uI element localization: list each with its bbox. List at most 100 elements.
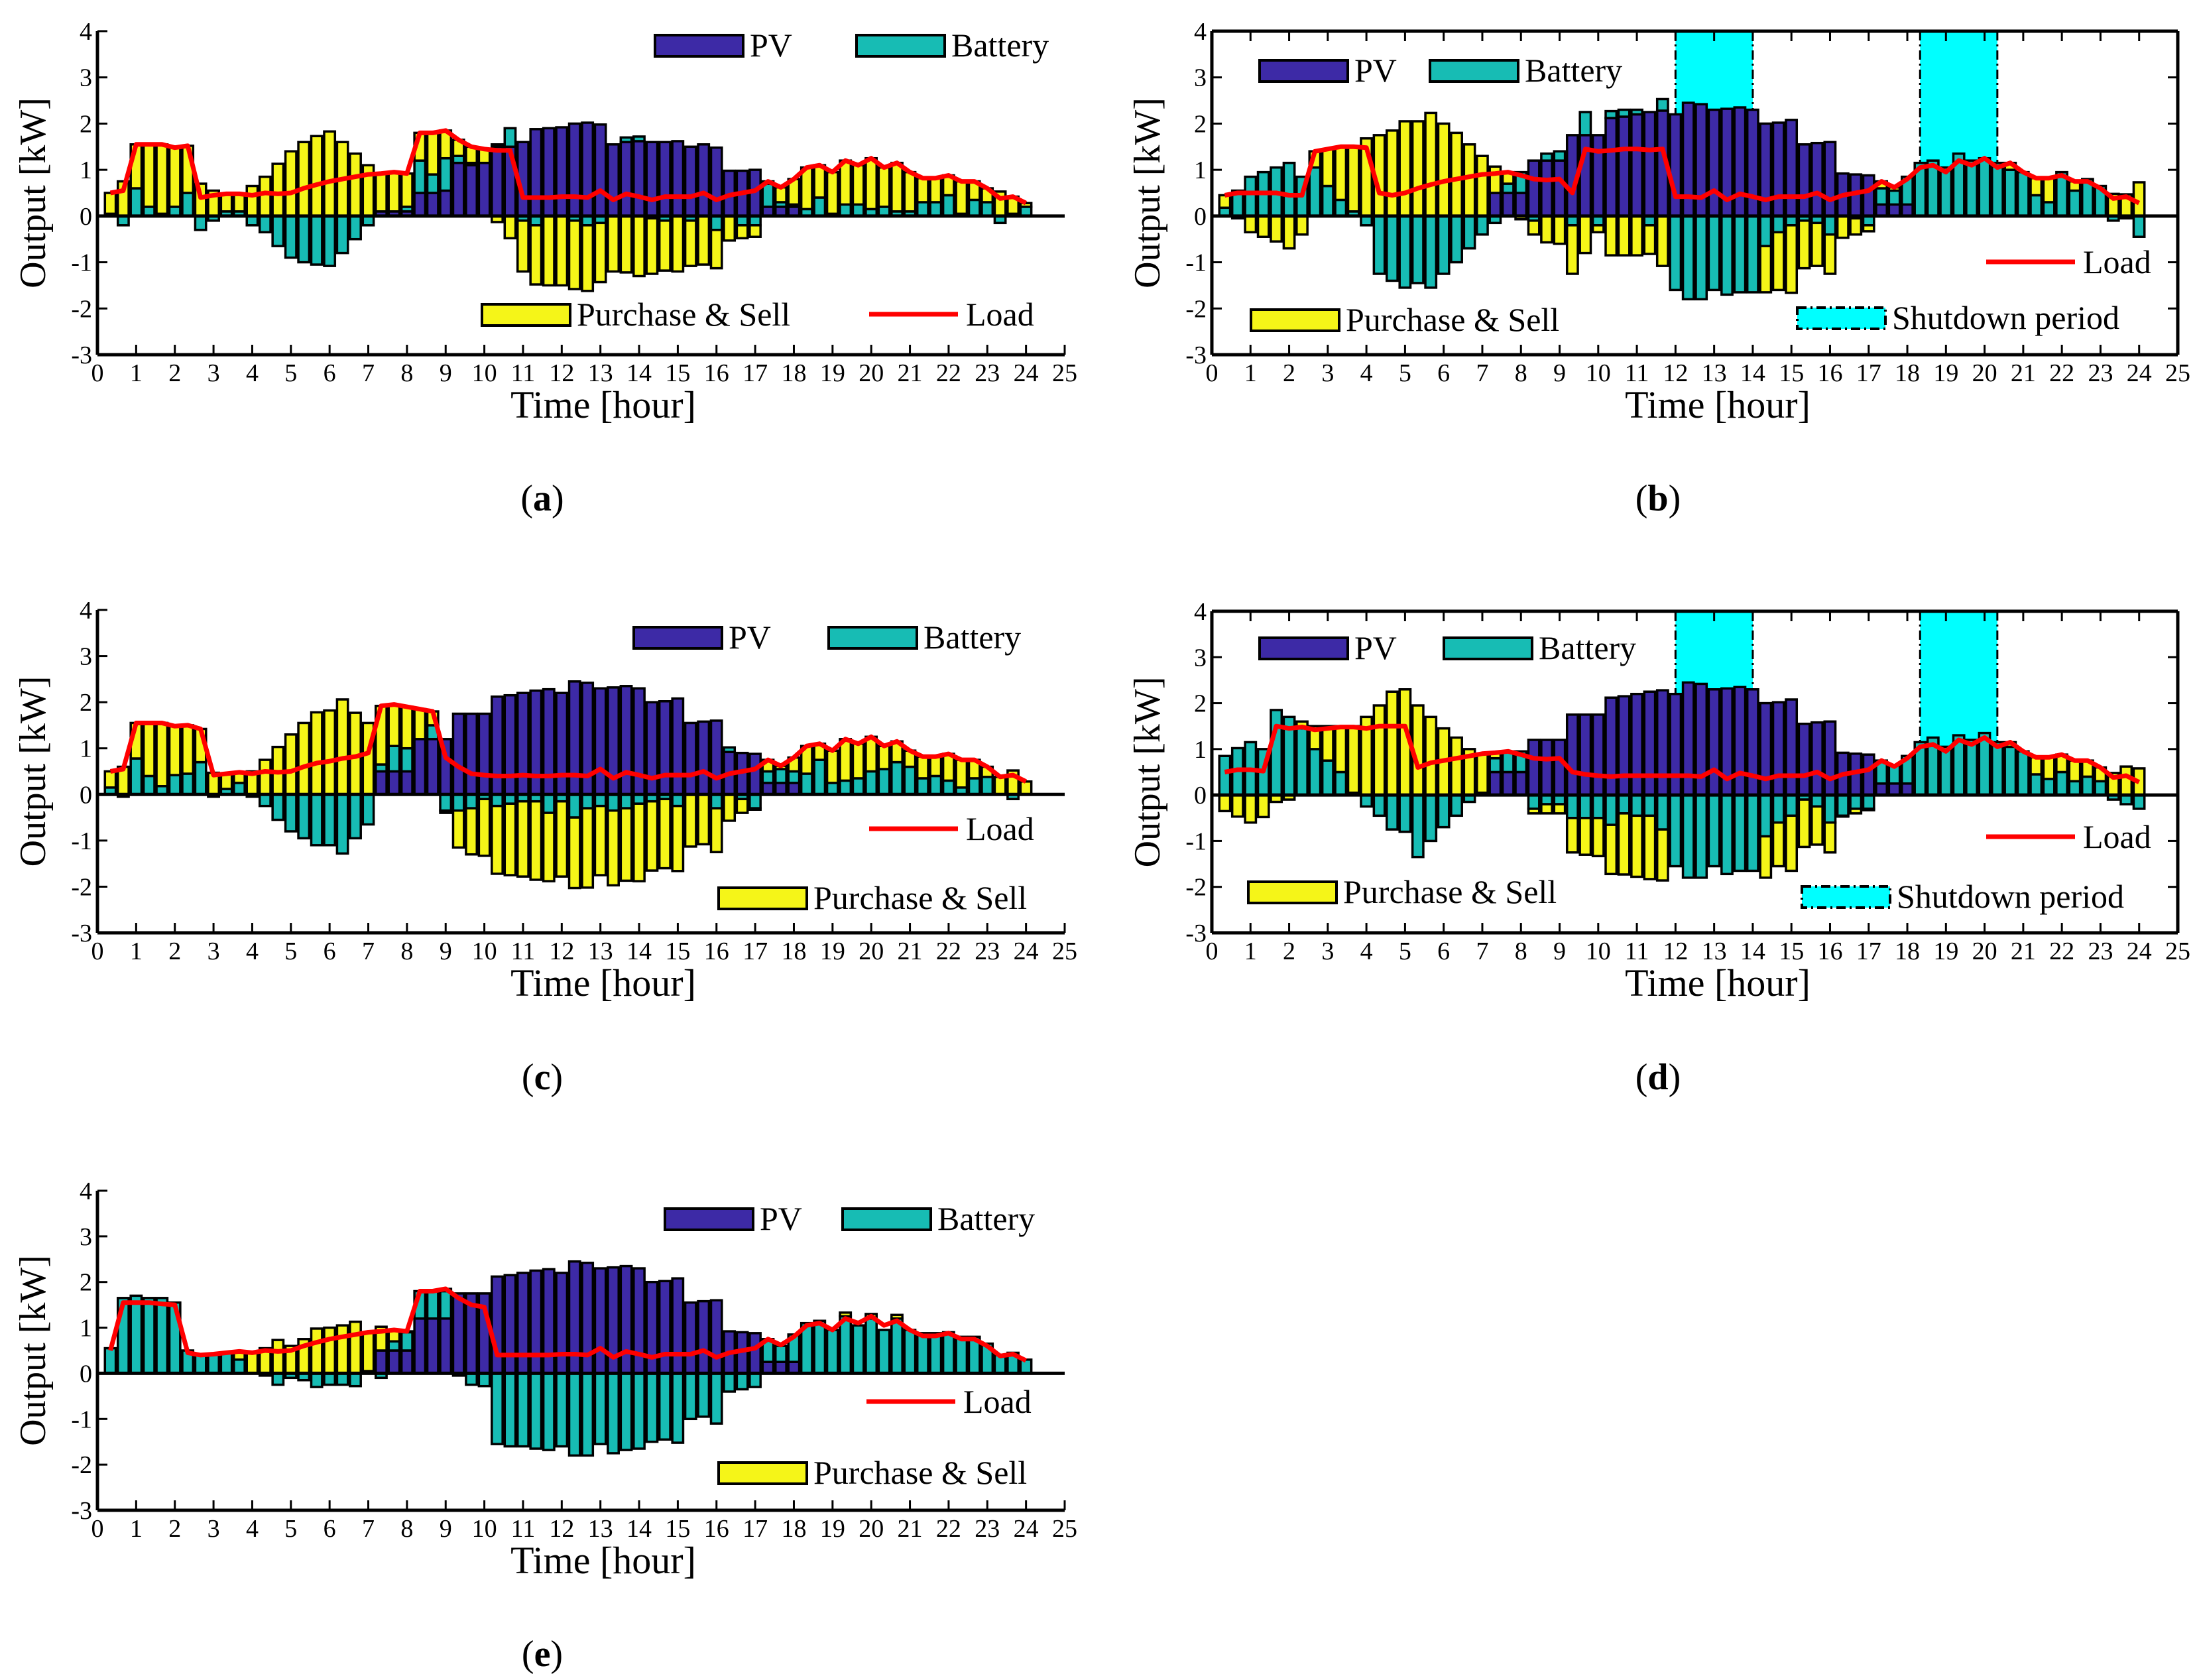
legend-item-pv: PV: [1258, 52, 1397, 89]
bar-battery: [335, 1372, 349, 1386]
bar-pv: [1617, 695, 1631, 796]
y-tick-label: 1: [1194, 736, 1207, 764]
bar-battery: [1527, 794, 1541, 810]
bar-grid: [1797, 798, 1811, 849]
bar-battery: [929, 201, 943, 217]
bar-grid: [103, 192, 117, 215]
y-tick-label: 0: [1194, 782, 1207, 810]
bar-grid: [671, 215, 685, 273]
bar-battery: [426, 173, 440, 194]
legend-item-battery: Battery: [855, 27, 1049, 64]
panel-caption: (b): [1635, 478, 1681, 519]
bar-pv: [426, 1317, 440, 1375]
bar-battery: [1604, 109, 1618, 119]
bar-battery: [2080, 775, 2094, 796]
bar-battery: [916, 201, 929, 217]
bar-pv: [387, 770, 401, 796]
legend-item-grid: Purchase & Sell: [481, 296, 790, 333]
bar-pv: [555, 126, 569, 217]
bar-battery: [439, 793, 453, 812]
bar-pv: [387, 1349, 401, 1375]
bar-battery: [1462, 215, 1476, 250]
bar-grid: [1849, 808, 1863, 815]
bar-pv: [593, 1267, 607, 1375]
bar-pv: [709, 1299, 723, 1375]
bar-grid: [1334, 725, 1348, 774]
x-tick-label: 24: [1014, 937, 1039, 965]
x-tick-label: 1: [1244, 937, 1257, 965]
bar-pv: [1578, 713, 1592, 796]
bar-battery: [1244, 175, 1258, 217]
bar-battery: [1655, 794, 1669, 831]
x-tick-label: 13: [588, 1515, 613, 1543]
x-tick-label: 7: [362, 1515, 375, 1543]
x-tick-label: 0: [91, 1515, 104, 1543]
bar-grid: [503, 215, 517, 240]
bar-grid: [593, 221, 607, 284]
bar-grid: [323, 1326, 337, 1375]
x-axis-label: Time [hour]: [1625, 961, 1811, 1004]
bar-battery: [864, 770, 878, 796]
bar-battery: [1591, 794, 1605, 819]
x-tick-label: 19: [820, 937, 845, 965]
bar-battery: [1540, 152, 1553, 162]
bar-battery: [1759, 215, 1773, 247]
bar-pv: [1887, 782, 1901, 796]
bar-grid: [503, 802, 517, 876]
bar-grid: [310, 135, 324, 217]
y-tick-label: -3: [71, 1497, 92, 1525]
bar-grid: [477, 798, 491, 857]
bar-battery: [723, 1372, 737, 1393]
bar-pv: [645, 141, 659, 217]
bar-grid: [593, 804, 607, 876]
bar-grid: [400, 705, 414, 750]
bar-pv: [451, 161, 465, 217]
x-tick-label: 10: [472, 359, 497, 387]
bar-pv: [1514, 192, 1528, 217]
bar-battery: [1875, 187, 1888, 206]
legend-item-battery: Battery: [1429, 52, 1622, 89]
bar-battery: [1604, 794, 1618, 826]
x-tick-label: 20: [1972, 937, 1997, 965]
bar-pv: [671, 697, 685, 796]
bar-grid: [671, 804, 685, 872]
bar-battery: [916, 777, 929, 796]
bar-pv: [529, 690, 543, 796]
bar-pv: [1527, 739, 1541, 796]
bar-battery: [323, 793, 337, 847]
bar-battery: [1360, 794, 1374, 808]
bar-battery: [955, 1335, 969, 1375]
load-line: [109, 128, 1028, 206]
x-tick-label: 8: [1515, 937, 1527, 965]
y-tick-label: 0: [80, 1360, 92, 1388]
bar-battery: [709, 793, 723, 810]
bar-grid: [335, 1324, 349, 1375]
bar-battery: [877, 768, 891, 796]
bar-grid: [1424, 715, 1438, 796]
x-tick-label: 10: [472, 937, 497, 965]
bar-grid: [567, 816, 581, 890]
bar-battery: [465, 793, 479, 810]
panel-caption: (c): [522, 1057, 563, 1098]
bar-grid: [683, 219, 697, 267]
x-axis-label: Time [hour]: [510, 1539, 696, 1582]
bar-grid: [645, 800, 659, 872]
bar-pv: [477, 712, 491, 796]
bar-pv: [748, 752, 762, 796]
x-tick-label: 20: [859, 359, 884, 387]
bar-battery: [1939, 166, 1953, 217]
bar-battery: [980, 776, 994, 796]
bar-battery: [1386, 794, 1399, 831]
bar-pv: [1771, 121, 1785, 217]
bar-pv: [1553, 159, 1567, 217]
x-tick-label: 14: [626, 1515, 652, 1543]
bar-battery: [335, 215, 349, 255]
bar-grid: [1346, 145, 1360, 213]
bar-battery: [284, 793, 298, 833]
bar-pv: [761, 782, 775, 796]
bar-grid: [297, 141, 311, 217]
x-tick-label: 15: [1779, 359, 1804, 387]
bar-battery: [349, 1372, 362, 1388]
bar-battery: [774, 1345, 788, 1363]
bar-battery: [567, 1372, 581, 1457]
